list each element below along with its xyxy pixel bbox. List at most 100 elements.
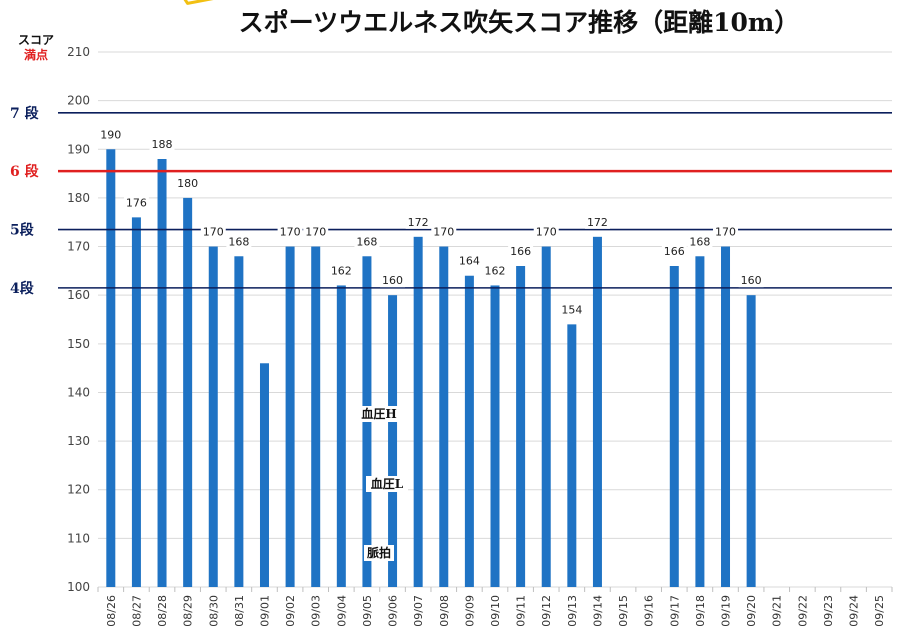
score-label: 170	[203, 226, 224, 239]
y-tick-label: 200	[67, 94, 90, 108]
series-name-label: 脈拍	[367, 545, 391, 560]
x-tick-label: 08/28	[156, 595, 169, 627]
score-label: 162	[485, 264, 506, 277]
y-ticks: 100 110 120 130 140 150 160 170 180 190 200 210	[67, 45, 90, 594]
score-label-bg	[380, 274, 406, 288]
score-label: 170	[715, 226, 736, 239]
score-label-bg	[226, 235, 252, 249]
y-tick-label: 210	[67, 45, 90, 59]
y-tick-label: 140	[67, 385, 90, 399]
x-tick-label: 09/24	[848, 595, 861, 627]
score-bar	[464, 275, 474, 587]
series-name-bg	[358, 406, 400, 422]
y-tick-label: 150	[67, 337, 90, 351]
score-bar	[439, 246, 449, 587]
x-tick-label: 09/18	[694, 595, 707, 627]
bars	[106, 149, 756, 588]
series-name-bg	[364, 545, 394, 561]
score-bar	[157, 159, 167, 587]
x-tick-label: 09/07	[412, 595, 425, 627]
score-label: 168	[356, 235, 377, 248]
y-tick-label: 130	[67, 434, 90, 448]
x-tick-label: 09/19	[720, 595, 733, 627]
score-label-bg	[687, 235, 713, 249]
score-bar	[234, 256, 244, 587]
score-bar	[208, 246, 218, 587]
series-name-label: 血圧H	[361, 406, 396, 421]
score-bar	[567, 324, 577, 587]
score-bar	[183, 197, 193, 587]
score-label-bg	[405, 215, 431, 229]
x-tick-label: 09/08	[438, 595, 451, 627]
score-bar	[131, 217, 141, 587]
x-tick-label: 09/15	[617, 595, 630, 627]
score-label: 164	[459, 255, 480, 268]
x-tick-label: 09/12	[540, 595, 553, 627]
score-bar	[285, 246, 295, 587]
score-label: 176	[126, 196, 147, 209]
score-label-bg	[508, 245, 534, 258]
score-bar	[311, 246, 321, 587]
x-tick-label: 09/03	[310, 595, 323, 627]
score-bar	[336, 285, 346, 587]
x-tick-label: 09/11	[515, 595, 528, 627]
level-label: 4段	[10, 280, 34, 297]
score-label: 170	[305, 226, 326, 239]
score-label: 172	[408, 216, 429, 229]
score-label: 180	[177, 177, 198, 190]
y-tick-label: 160	[67, 288, 90, 302]
x-tick-label: 09/09	[463, 595, 476, 627]
score-bar	[516, 266, 526, 587]
score-bar	[490, 285, 500, 587]
score-label-bg	[431, 225, 457, 239]
score-bar	[413, 236, 423, 587]
score-bar	[746, 295, 756, 587]
score-label: 170	[280, 226, 301, 239]
x-tick-label: 09/05	[361, 595, 374, 627]
y-tick-label: 120	[67, 483, 90, 497]
score-label: 172	[587, 216, 608, 229]
x-tick-label: 09/14	[591, 595, 604, 627]
series-name-bg	[366, 476, 408, 492]
score-label: 160	[741, 274, 762, 287]
score-bar	[106, 149, 116, 588]
x-tick-label: 09/02	[284, 595, 297, 627]
data-labels: 190 176 188 180 170 168 170 170 162 168 160 172 170 1…	[98, 128, 764, 317]
y-tick-label: 110	[67, 531, 90, 545]
chart-title: スポーツウエルネス吹矢スコア推移（距離10m）	[239, 8, 800, 37]
x-tick-label: 09/06	[387, 595, 400, 627]
level-label: 7 段	[10, 105, 39, 122]
level-label: 5段	[10, 222, 34, 239]
score-label: 160	[382, 274, 403, 287]
x-tick-label: 09/22	[796, 595, 809, 627]
score-bar	[592, 236, 602, 587]
score-label-bg	[328, 264, 354, 278]
x-tick-label: 08/30	[207, 595, 220, 627]
x-tick-label: 09/13	[566, 595, 579, 627]
score-bar	[388, 295, 398, 587]
score-label-bg	[661, 245, 687, 258]
score-bar	[695, 256, 705, 587]
score-label-bg	[584, 215, 610, 229]
score-bar	[541, 246, 551, 587]
series-labels: 血圧H 血圧L 脈拍	[358, 406, 408, 561]
x-tick-label: 08/29	[182, 595, 195, 627]
x-tick-label: 09/10	[489, 595, 502, 627]
y-tick-label: 170	[67, 240, 90, 254]
score-label-bg	[98, 128, 124, 142]
score-label: 190	[100, 128, 121, 141]
vital-lines	[183, 0, 700, 5]
score-label: 168	[228, 235, 249, 248]
x-tick-label: 08/27	[130, 595, 143, 627]
score-label-bg	[713, 225, 739, 239]
score-label-bg	[200, 225, 226, 239]
x-tick-label: 09/21	[771, 595, 784, 627]
y-tick-label: 180	[67, 191, 90, 205]
score-label-bg	[277, 225, 303, 239]
series-line	[183, 0, 700, 5]
x-tick-label: 08/31	[233, 595, 246, 627]
score-bar	[669, 266, 679, 587]
score-label-bg	[175, 176, 201, 190]
y-tick-label: 190	[67, 142, 90, 156]
